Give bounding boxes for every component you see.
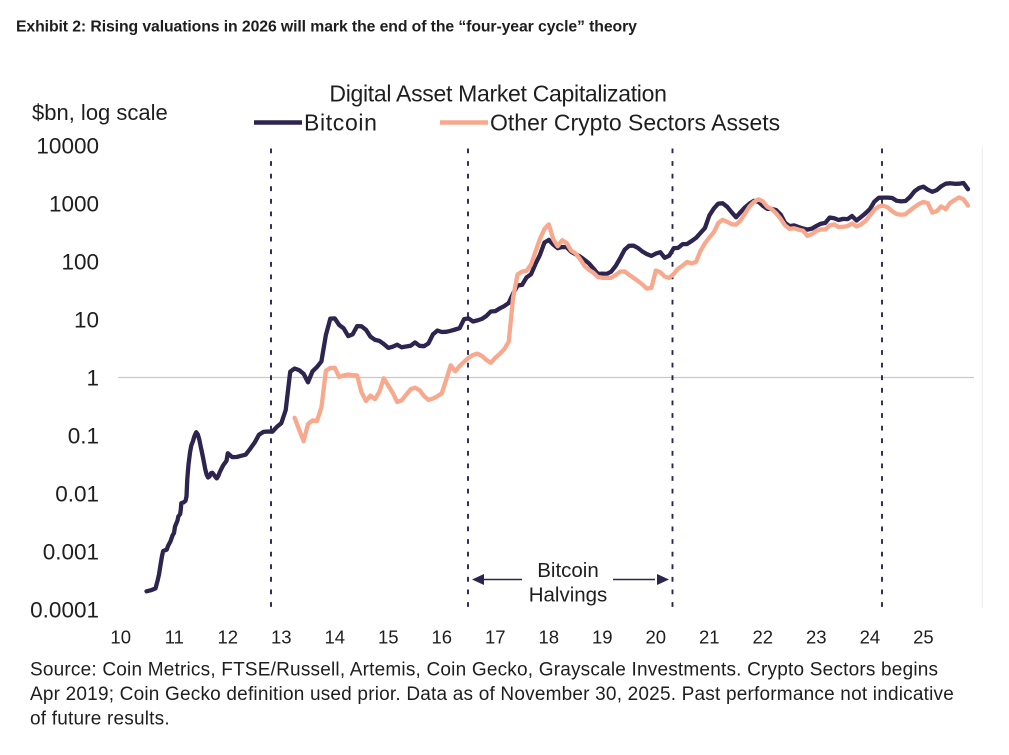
svg-text:24: 24 <box>860 627 881 648</box>
svg-text:of future results.: of future results. <box>30 709 170 730</box>
svg-text:Source: Coin Metrics, FTSE/Rus: Source: Coin Metrics, FTSE/Russell, Arte… <box>30 660 938 681</box>
svg-text:10: 10 <box>110 627 131 648</box>
svg-text:Bitcoin: Bitcoin <box>304 110 378 136</box>
svg-text:19: 19 <box>592 627 613 648</box>
svg-text:Exhibit 2: Rising valuations i: Exhibit 2: Rising valuations in 2026 wil… <box>16 19 637 36</box>
svg-text:14: 14 <box>325 627 346 648</box>
svg-text:Digital Asset Market Capitaliz: Digital Asset Market Capitalization <box>329 81 666 107</box>
svg-text:Other Crypto Sectors Assets: Other Crypto Sectors Assets <box>490 110 780 136</box>
svg-text:10000: 10000 <box>36 134 99 159</box>
svg-text:13: 13 <box>271 627 292 648</box>
svg-text:$bn, log scale: $bn, log scale <box>32 100 168 125</box>
svg-text:23: 23 <box>806 627 827 648</box>
svg-text:Halvings: Halvings <box>529 584 608 607</box>
svg-text:21: 21 <box>699 627 720 648</box>
svg-text:100: 100 <box>61 250 99 275</box>
svg-text:Apr 2019; Coin Gecko definitio: Apr 2019; Coin Gecko definition used pri… <box>30 684 954 705</box>
svg-text:1: 1 <box>86 366 99 391</box>
svg-text:16: 16 <box>432 627 453 648</box>
svg-text:Bitcoin: Bitcoin <box>537 559 599 582</box>
svg-text:1000: 1000 <box>49 192 99 217</box>
svg-text:0.1: 0.1 <box>68 424 99 449</box>
svg-text:0.0001: 0.0001 <box>30 598 99 623</box>
svg-text:22: 22 <box>753 627 774 648</box>
svg-text:15: 15 <box>378 627 399 648</box>
svg-text:25: 25 <box>913 627 934 648</box>
svg-text:18: 18 <box>539 627 560 648</box>
svg-text:20: 20 <box>646 627 667 648</box>
svg-text:0.001: 0.001 <box>43 540 99 565</box>
svg-text:0.01: 0.01 <box>55 482 99 507</box>
svg-text:11: 11 <box>165 627 184 648</box>
svg-text:12: 12 <box>218 627 239 648</box>
svg-text:17: 17 <box>485 627 506 648</box>
svg-text:10: 10 <box>74 308 99 333</box>
